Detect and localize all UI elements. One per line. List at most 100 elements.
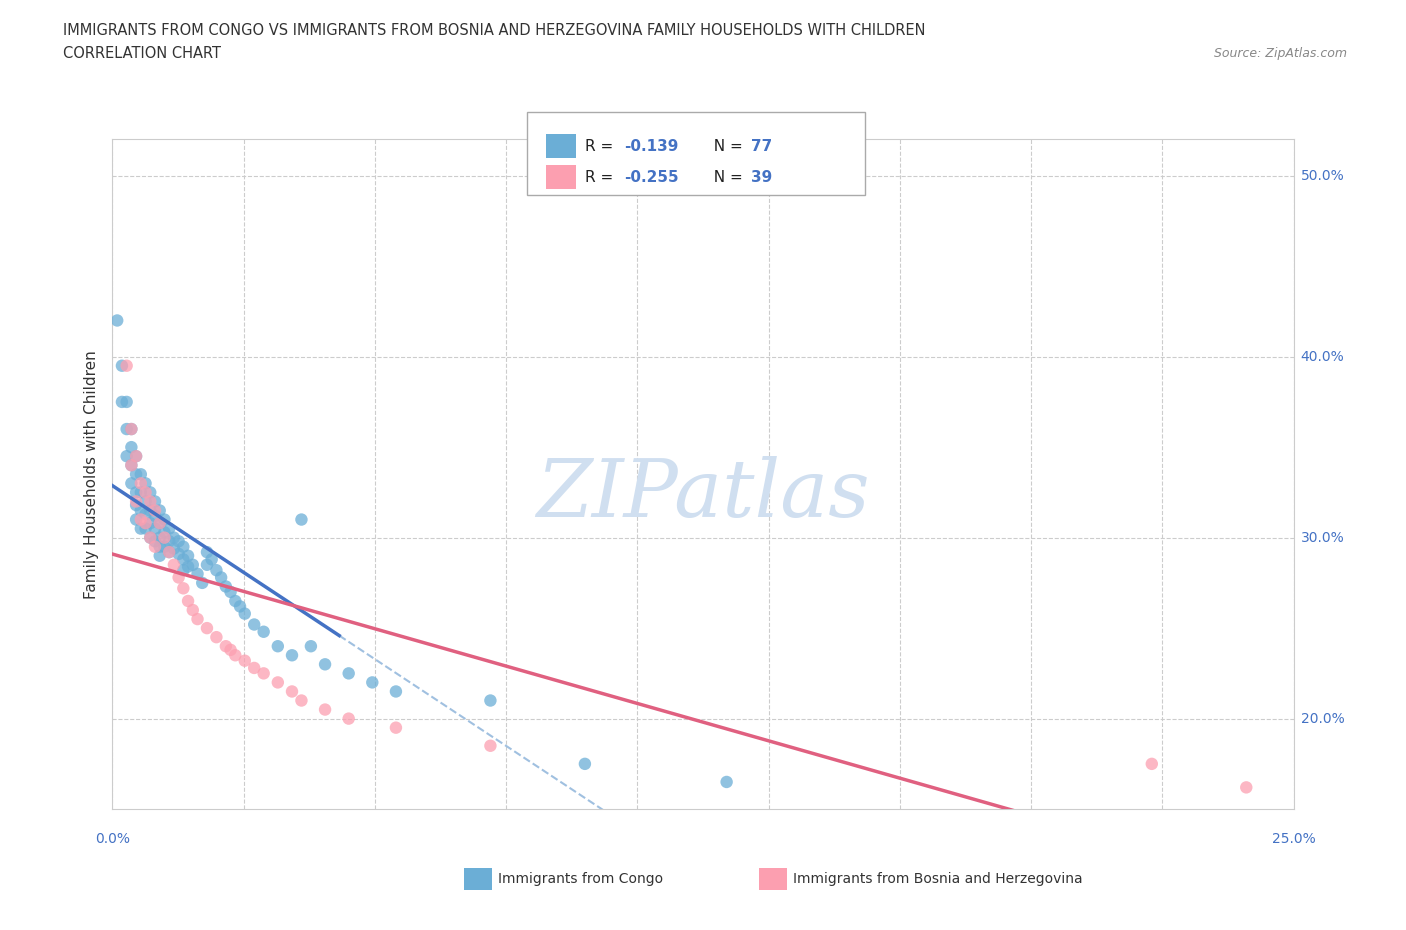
Text: IMMIGRANTS FROM CONGO VS IMMIGRANTS FROM BOSNIA AND HERZEGOVINA FAMILY HOUSEHOLD: IMMIGRANTS FROM CONGO VS IMMIGRANTS FROM… xyxy=(63,23,925,38)
Point xyxy=(479,693,502,708)
Text: N =: N = xyxy=(704,139,748,153)
Point xyxy=(181,557,204,572)
Point xyxy=(153,512,176,527)
Point xyxy=(149,503,172,518)
Point xyxy=(125,485,148,499)
Point xyxy=(149,530,172,545)
Point xyxy=(120,421,142,436)
Y-axis label: Family Households with Children: Family Households with Children xyxy=(84,350,100,599)
Point xyxy=(120,421,142,436)
Point xyxy=(186,566,208,581)
Text: 77: 77 xyxy=(751,139,772,153)
Point xyxy=(186,612,208,627)
Point xyxy=(205,563,228,578)
Point xyxy=(1234,780,1257,795)
Point xyxy=(201,551,224,566)
Point xyxy=(149,516,172,531)
Text: 30.0%: 30.0% xyxy=(1301,531,1344,545)
Point xyxy=(177,593,200,608)
Point xyxy=(120,458,142,472)
Point xyxy=(135,494,157,509)
Point xyxy=(143,494,166,509)
Point xyxy=(167,570,190,585)
Point xyxy=(167,547,190,562)
Point xyxy=(267,675,290,690)
Point xyxy=(111,358,134,373)
Point xyxy=(314,657,336,671)
Point xyxy=(479,738,502,753)
Point xyxy=(143,534,166,549)
Point xyxy=(135,507,157,522)
Point xyxy=(219,584,242,599)
Point xyxy=(139,516,162,531)
Point xyxy=(385,720,408,735)
Point xyxy=(181,603,204,618)
Point xyxy=(129,521,152,536)
Point xyxy=(125,494,148,509)
Point xyxy=(195,545,218,560)
Point xyxy=(125,498,148,512)
Text: Source: ZipAtlas.com: Source: ZipAtlas.com xyxy=(1213,46,1347,60)
Point xyxy=(153,525,176,539)
Text: 20.0%: 20.0% xyxy=(1301,711,1344,725)
Point xyxy=(135,516,157,531)
Point xyxy=(153,530,176,545)
Point xyxy=(290,693,312,708)
Point xyxy=(125,512,148,527)
Point xyxy=(125,449,148,464)
Point xyxy=(111,394,134,409)
Point xyxy=(129,476,152,491)
Point xyxy=(172,551,194,566)
Point xyxy=(167,534,190,549)
Point xyxy=(135,521,157,536)
Point xyxy=(120,476,142,491)
Point xyxy=(163,557,186,572)
Point xyxy=(177,559,200,574)
Point xyxy=(716,775,738,790)
Point xyxy=(157,545,180,560)
Text: ZIPatlas: ZIPatlas xyxy=(536,456,870,533)
Point xyxy=(157,545,180,560)
Point xyxy=(361,675,384,690)
Text: Immigrants from Congo: Immigrants from Congo xyxy=(498,871,662,886)
Point xyxy=(281,684,304,699)
Point xyxy=(139,530,162,545)
Point xyxy=(215,579,238,594)
Point xyxy=(135,485,157,499)
Point xyxy=(267,639,290,654)
Point xyxy=(337,666,360,681)
Point xyxy=(314,702,336,717)
Point xyxy=(115,421,138,436)
Text: Immigrants from Bosnia and Herzegovina: Immigrants from Bosnia and Herzegovina xyxy=(793,871,1083,886)
Point xyxy=(115,358,138,373)
Point xyxy=(1140,756,1163,771)
Text: 40.0%: 40.0% xyxy=(1301,350,1344,364)
Point xyxy=(139,503,162,518)
Text: 0.0%: 0.0% xyxy=(96,832,129,846)
Point xyxy=(385,684,408,699)
Text: -0.255: -0.255 xyxy=(624,170,679,185)
Point xyxy=(299,639,322,654)
Text: R =: R = xyxy=(585,139,623,153)
Point xyxy=(177,549,200,564)
Point xyxy=(172,581,194,596)
Point xyxy=(153,539,176,554)
Point xyxy=(139,494,162,509)
Point xyxy=(243,618,266,632)
Point xyxy=(172,563,194,578)
Point xyxy=(129,512,152,527)
Text: 50.0%: 50.0% xyxy=(1301,168,1344,182)
Point xyxy=(163,530,186,545)
Point xyxy=(219,643,242,658)
Point xyxy=(125,467,148,482)
Point xyxy=(233,606,256,621)
Point xyxy=(115,394,138,409)
Text: N =: N = xyxy=(704,170,748,185)
Point xyxy=(209,570,232,585)
Point xyxy=(215,639,238,654)
Text: 39: 39 xyxy=(751,170,772,185)
Point xyxy=(143,521,166,536)
Point xyxy=(172,539,194,554)
Point xyxy=(139,530,162,545)
Point xyxy=(195,620,218,635)
